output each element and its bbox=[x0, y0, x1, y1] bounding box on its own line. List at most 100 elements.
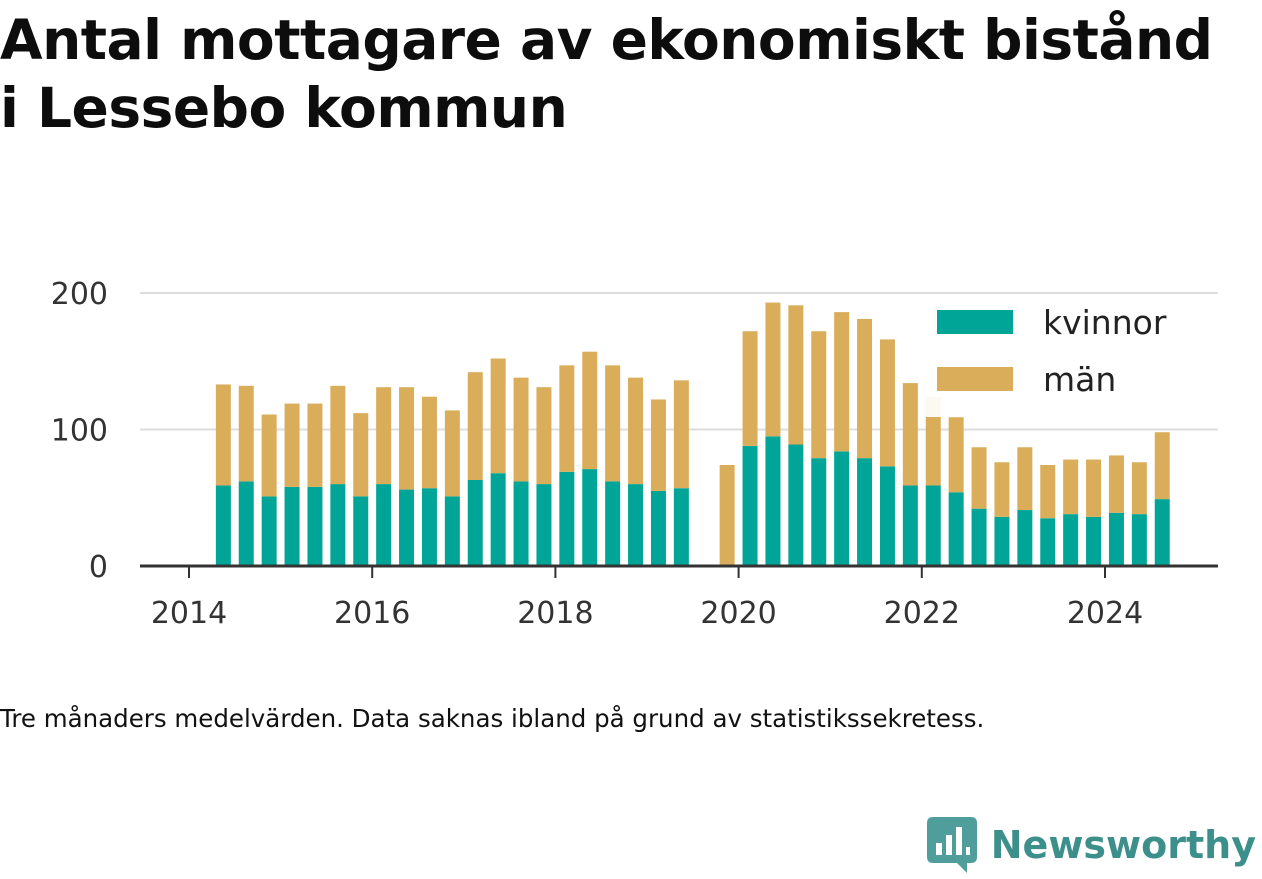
bar-kvinnor bbox=[536, 484, 552, 566]
bar-kvinnor bbox=[879, 466, 895, 566]
bar-kvinnor bbox=[307, 486, 323, 566]
bar-man bbox=[261, 414, 277, 497]
bar-man bbox=[1063, 459, 1079, 515]
bar-man bbox=[971, 447, 987, 509]
bar-kvinnor bbox=[421, 488, 437, 566]
bar-man bbox=[399, 387, 415, 490]
bar-kvinnor bbox=[376, 484, 392, 566]
bar-man bbox=[650, 399, 666, 491]
legend-swatch bbox=[937, 367, 1013, 391]
x-tick-label: 2024 bbox=[1067, 596, 1143, 631]
axes: 0 100 200 2014 2016 2018 2020 2022 2024 bbox=[51, 277, 1218, 631]
bar-man bbox=[948, 417, 964, 493]
bar-man bbox=[536, 387, 552, 485]
bar-man bbox=[284, 403, 300, 487]
bar-man bbox=[1017, 447, 1033, 511]
bar-man bbox=[902, 383, 918, 486]
bar-chart: 0 100 200 2014 2016 2018 2020 2022 2024 kvinnor m… bbox=[51, 277, 1218, 631]
bar-man bbox=[330, 385, 346, 485]
bar-kvinnor bbox=[971, 508, 987, 566]
bar-man bbox=[1131, 462, 1147, 515]
bar-kvinnor bbox=[650, 490, 666, 566]
page-title: Antal mottagare av ekonomiskt bistånd i … bbox=[0, 8, 1213, 140]
bar-man bbox=[1154, 432, 1170, 500]
legend-swatch bbox=[937, 310, 1013, 334]
x-tick-label: 2020 bbox=[700, 596, 776, 631]
bar-kvinnor bbox=[788, 444, 804, 566]
brand: Newsworthy bbox=[926, 817, 1256, 873]
bar-man bbox=[444, 410, 460, 497]
bar-kvinnor bbox=[215, 485, 231, 566]
bar-man bbox=[834, 312, 850, 452]
bar-kvinnor bbox=[1086, 516, 1102, 566]
bar-man bbox=[879, 339, 895, 467]
bars bbox=[215, 302, 1170, 566]
bar-kvinnor bbox=[628, 484, 644, 566]
bar-man bbox=[559, 365, 575, 472]
x-tick-label: 2014 bbox=[151, 596, 227, 631]
bar-kvinnor bbox=[925, 485, 941, 566]
bar-kvinnor bbox=[399, 489, 415, 566]
bar-kvinnor bbox=[284, 486, 300, 566]
y-tick-label: 200 bbox=[51, 277, 108, 312]
bar-man bbox=[1040, 464, 1056, 519]
bar-kvinnor bbox=[582, 469, 598, 566]
bar-man bbox=[605, 365, 621, 482]
bar-man bbox=[513, 377, 529, 482]
bar-kvinnor bbox=[834, 451, 850, 566]
bar-man bbox=[1108, 455, 1124, 513]
brand-name: Newsworthy bbox=[990, 823, 1256, 867]
bar-man bbox=[307, 403, 323, 487]
bar-kvinnor bbox=[1063, 514, 1079, 566]
bar-kvinnor bbox=[467, 480, 483, 566]
bar-man bbox=[582, 351, 598, 470]
bar-man bbox=[376, 387, 392, 485]
bar-kvinnor bbox=[948, 492, 964, 566]
bar-kvinnor bbox=[673, 488, 689, 566]
bar-kvinnor bbox=[902, 485, 918, 566]
bar-man bbox=[238, 385, 254, 482]
y-tick-label: 100 bbox=[51, 414, 108, 449]
bar-man bbox=[421, 396, 437, 489]
bar-kvinnor bbox=[1154, 499, 1170, 566]
legend-label: män bbox=[1043, 360, 1116, 399]
bar-kvinnor bbox=[994, 516, 1010, 566]
bar-man bbox=[628, 377, 644, 485]
bar-kvinnor bbox=[559, 471, 575, 566]
bar-kvinnor bbox=[857, 458, 873, 566]
bar-kvinnor bbox=[238, 481, 254, 566]
y-tick-label: 0 bbox=[89, 550, 108, 585]
bar-man bbox=[811, 331, 827, 459]
x-tick-label: 2016 bbox=[334, 596, 410, 631]
bar-man bbox=[490, 358, 506, 474]
bar-kvinnor bbox=[330, 484, 346, 566]
bar-kvinnor bbox=[1017, 510, 1033, 566]
bar-man bbox=[742, 331, 758, 446]
bar-man bbox=[353, 413, 369, 497]
bar-kvinnor bbox=[261, 496, 277, 566]
bar-man bbox=[925, 396, 941, 486]
newsworthy-logo-icon bbox=[926, 817, 977, 873]
bar-man bbox=[788, 305, 804, 445]
bar-man bbox=[1086, 459, 1102, 517]
legend: kvinnor män bbox=[922, 295, 1190, 417]
bar-man bbox=[765, 302, 781, 437]
bar-man bbox=[215, 384, 231, 486]
bar-man bbox=[994, 462, 1010, 517]
bar-kvinnor bbox=[513, 481, 529, 566]
legend-label: kvinnor bbox=[1043, 303, 1167, 342]
bar-kvinnor bbox=[765, 436, 781, 566]
bar-kvinnor bbox=[490, 473, 506, 566]
bar-man bbox=[467, 372, 483, 481]
bar-kvinnor bbox=[742, 445, 758, 566]
bar-man bbox=[673, 380, 689, 489]
chart-note: Tre månaders medelvärden. Data saknas ib… bbox=[0, 704, 985, 733]
bar-kvinnor bbox=[1108, 512, 1124, 566]
bar-kvinnor bbox=[605, 481, 621, 566]
bar-kvinnor bbox=[1131, 514, 1147, 566]
bar-man bbox=[719, 464, 735, 566]
bar-kvinnor bbox=[444, 496, 460, 566]
bar-kvinnor bbox=[811, 458, 827, 566]
x-tick-label: 2018 bbox=[517, 596, 593, 631]
bar-man bbox=[857, 318, 873, 459]
